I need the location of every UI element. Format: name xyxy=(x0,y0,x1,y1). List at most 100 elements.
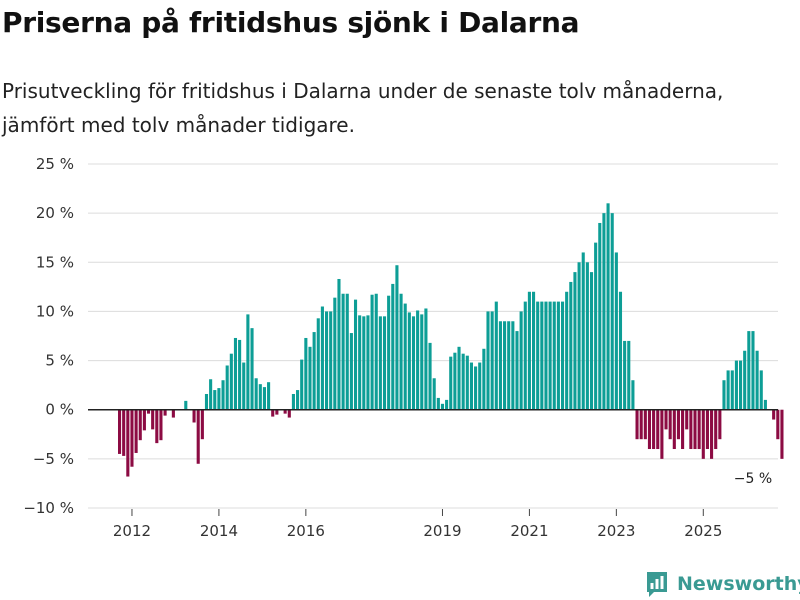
bar xyxy=(209,379,213,410)
bar xyxy=(705,409,709,450)
brand-name: Newsworthy xyxy=(677,573,800,595)
bar xyxy=(329,311,333,410)
x-axis-labels: 2012 2014 2016 2019 2021 2023 2025 xyxy=(113,522,723,540)
bar xyxy=(130,409,134,467)
bar xyxy=(271,409,275,417)
bar xyxy=(527,291,531,410)
annotations: −5 % xyxy=(734,471,772,487)
bar xyxy=(672,409,676,450)
bar xyxy=(184,400,188,410)
bar xyxy=(618,291,623,410)
bar xyxy=(739,360,743,410)
y-tick-label: 15 % xyxy=(36,253,74,271)
bar xyxy=(747,331,751,410)
bar xyxy=(743,350,747,410)
x-tick-label: 2021 xyxy=(510,522,548,540)
bar xyxy=(776,409,780,440)
x-tick-label: 2014 xyxy=(200,522,238,540)
bar xyxy=(275,409,279,415)
x-tick-label: 2016 xyxy=(287,522,325,540)
bar xyxy=(308,346,312,410)
x-tick-label: 2025 xyxy=(684,522,722,540)
bar xyxy=(262,387,266,410)
bar xyxy=(122,409,126,456)
bar xyxy=(370,294,374,410)
bar xyxy=(697,409,701,450)
bar xyxy=(714,409,718,450)
bar xyxy=(337,278,341,410)
x-tick-label: 2019 xyxy=(423,522,461,540)
bar xyxy=(610,213,614,410)
bars xyxy=(118,203,784,477)
bar xyxy=(474,366,478,410)
bar xyxy=(751,331,755,410)
bar xyxy=(701,409,705,459)
bar xyxy=(498,321,502,410)
bar xyxy=(623,340,627,410)
bar xyxy=(490,311,494,410)
bar xyxy=(395,265,399,410)
bar xyxy=(411,316,416,410)
bar xyxy=(391,283,395,410)
bar xyxy=(196,409,200,464)
bar xyxy=(635,409,639,440)
bar xyxy=(710,409,714,459)
bar xyxy=(126,409,130,477)
bar xyxy=(676,409,680,440)
bar xyxy=(540,301,544,410)
bar xyxy=(581,252,585,410)
y-tick-label: −10 % xyxy=(23,499,74,517)
bar xyxy=(556,301,560,410)
bar xyxy=(246,314,250,410)
bar xyxy=(647,409,652,450)
brand-logo: Newsworthy xyxy=(645,568,800,600)
bar xyxy=(291,393,295,410)
bar xyxy=(163,409,167,416)
bar xyxy=(614,252,618,410)
bar xyxy=(358,315,362,410)
bar xyxy=(569,281,573,410)
bar xyxy=(300,359,304,410)
bar xyxy=(772,409,776,420)
bar xyxy=(494,301,498,410)
bar xyxy=(565,291,569,410)
bar xyxy=(780,409,784,459)
bar xyxy=(407,312,411,410)
bar xyxy=(445,399,449,410)
bar xyxy=(159,409,163,441)
bar xyxy=(155,409,159,444)
bar xyxy=(432,378,436,410)
bar xyxy=(536,301,540,410)
bar xyxy=(544,301,548,410)
bar xyxy=(217,388,221,410)
bar xyxy=(602,213,606,410)
bar xyxy=(577,262,581,410)
bar xyxy=(283,409,287,414)
bar xyxy=(693,409,697,450)
bar xyxy=(304,337,308,410)
bar xyxy=(296,390,300,410)
bar xyxy=(469,362,473,410)
bar xyxy=(631,380,635,410)
bar xyxy=(594,242,598,410)
page-subtitle: Prisutveckling för fritidshus i Dalarna … xyxy=(2,79,724,137)
bar xyxy=(730,370,734,410)
bar xyxy=(457,346,461,410)
y-tick-label: 5 % xyxy=(45,352,74,370)
last-value-label: −5 % xyxy=(734,471,772,487)
bar xyxy=(424,308,428,410)
bar xyxy=(333,297,337,410)
bar xyxy=(685,409,689,430)
bar xyxy=(341,293,345,410)
bar xyxy=(627,340,631,410)
bar xyxy=(660,409,664,459)
bar xyxy=(440,403,445,410)
bar xyxy=(213,390,217,410)
bar xyxy=(548,301,552,410)
bar xyxy=(726,370,730,410)
bar xyxy=(242,362,246,410)
bar xyxy=(134,409,138,453)
bar xyxy=(387,295,391,410)
bar xyxy=(589,272,594,410)
